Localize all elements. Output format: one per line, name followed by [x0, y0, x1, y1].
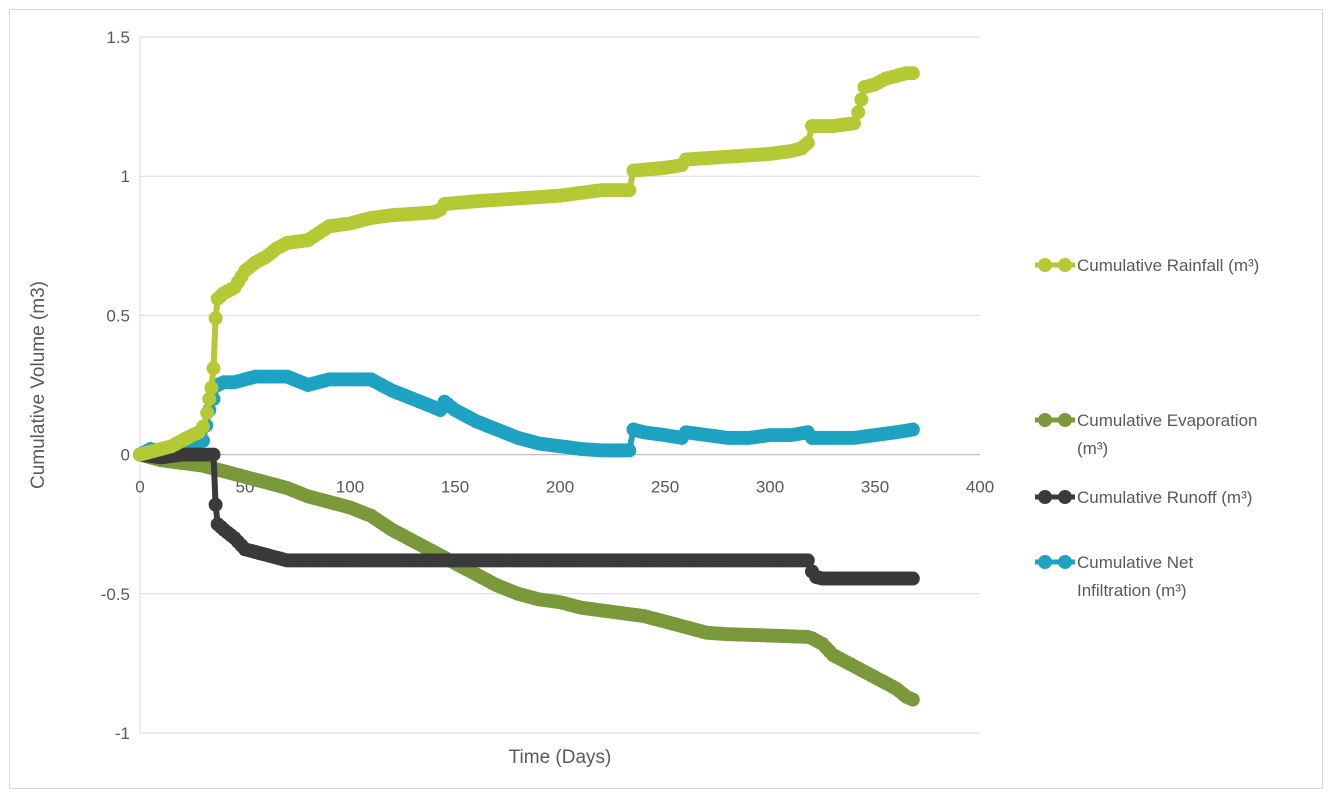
y-tick-label: -1	[115, 724, 130, 743]
legend-marker	[1058, 490, 1072, 504]
y-tick-label: 0	[121, 446, 130, 465]
series-3	[133, 369, 920, 462]
data-point	[905, 422, 920, 437]
legend-label: Cumulative Net	[1077, 553, 1193, 572]
data-point	[905, 66, 920, 81]
data-point	[622, 443, 637, 458]
series-2	[133, 447, 920, 586]
y-tick-label: -0.5	[101, 585, 130, 604]
data-point	[622, 183, 637, 198]
legend-item: Cumulative Runoff (m³)	[1035, 488, 1252, 507]
legend-item: Cumulative Evaporation (m³)	[1035, 411, 1257, 458]
y-tick-label: 1	[121, 167, 130, 186]
series-line	[139, 451, 915, 703]
legend-label: Infiltration (m³)	[1077, 581, 1187, 600]
plot-area	[133, 66, 920, 707]
x-tick-label: 400	[966, 478, 994, 497]
data-point	[206, 361, 221, 376]
legend-marker	[1038, 258, 1052, 272]
data-point	[851, 105, 866, 120]
y-axis-title: Cumulative Volume (m3)	[28, 281, 49, 489]
legend-marker	[1038, 555, 1052, 569]
legend-label: Cumulative Evaporation	[1077, 411, 1257, 430]
data-point	[905, 571, 920, 586]
legend-marker	[1038, 413, 1052, 427]
y-tick-label: 0.5	[106, 306, 130, 325]
data-point	[208, 311, 223, 326]
series-0	[133, 66, 920, 462]
data-point	[206, 447, 221, 462]
data-point	[800, 135, 815, 150]
legend-label: (m³)	[1077, 439, 1108, 458]
data-point	[847, 116, 861, 131]
legend-marker	[1058, 555, 1072, 569]
data-point	[200, 405, 215, 420]
legend-label: Cumulative Rainfall (m³)	[1077, 256, 1259, 275]
data-point	[204, 380, 219, 395]
gridlines	[140, 36, 980, 734]
data-point	[905, 692, 920, 707]
legend-item: Cumulative Net Infiltration (m³)	[1035, 553, 1193, 600]
data-point	[202, 391, 217, 406]
axes: -1-0.500.511.50 50 100 150 200 250 300 350 400	[101, 28, 994, 743]
x-tick-label: 300	[756, 478, 784, 497]
legend: Cumulative Rainfall (m³) Cumulative Evapo…	[1035, 256, 1259, 600]
legend-marker	[1038, 490, 1052, 504]
x-tick-label: 350	[861, 478, 889, 497]
chart-area	[9, 9, 1323, 789]
data-point	[196, 419, 210, 434]
legend-label: Cumulative Runoff (m³)	[1077, 488, 1252, 507]
y-tick-label: 1.5	[106, 28, 130, 47]
legend-item: Cumulative Rainfall (m³)	[1035, 256, 1259, 275]
x-tick-label: 150	[441, 478, 469, 497]
x-tick-label: 100	[336, 478, 364, 497]
legend-marker	[1058, 258, 1072, 272]
data-point	[800, 553, 815, 568]
x-axis-title: Time (Days)	[509, 747, 612, 768]
x-tick-label: 200	[546, 478, 574, 497]
data-point	[208, 497, 223, 512]
legend-marker	[1058, 413, 1072, 427]
data-point	[854, 92, 869, 107]
x-tick-label: 0	[135, 478, 144, 497]
x-tick-label: 250	[651, 478, 679, 497]
